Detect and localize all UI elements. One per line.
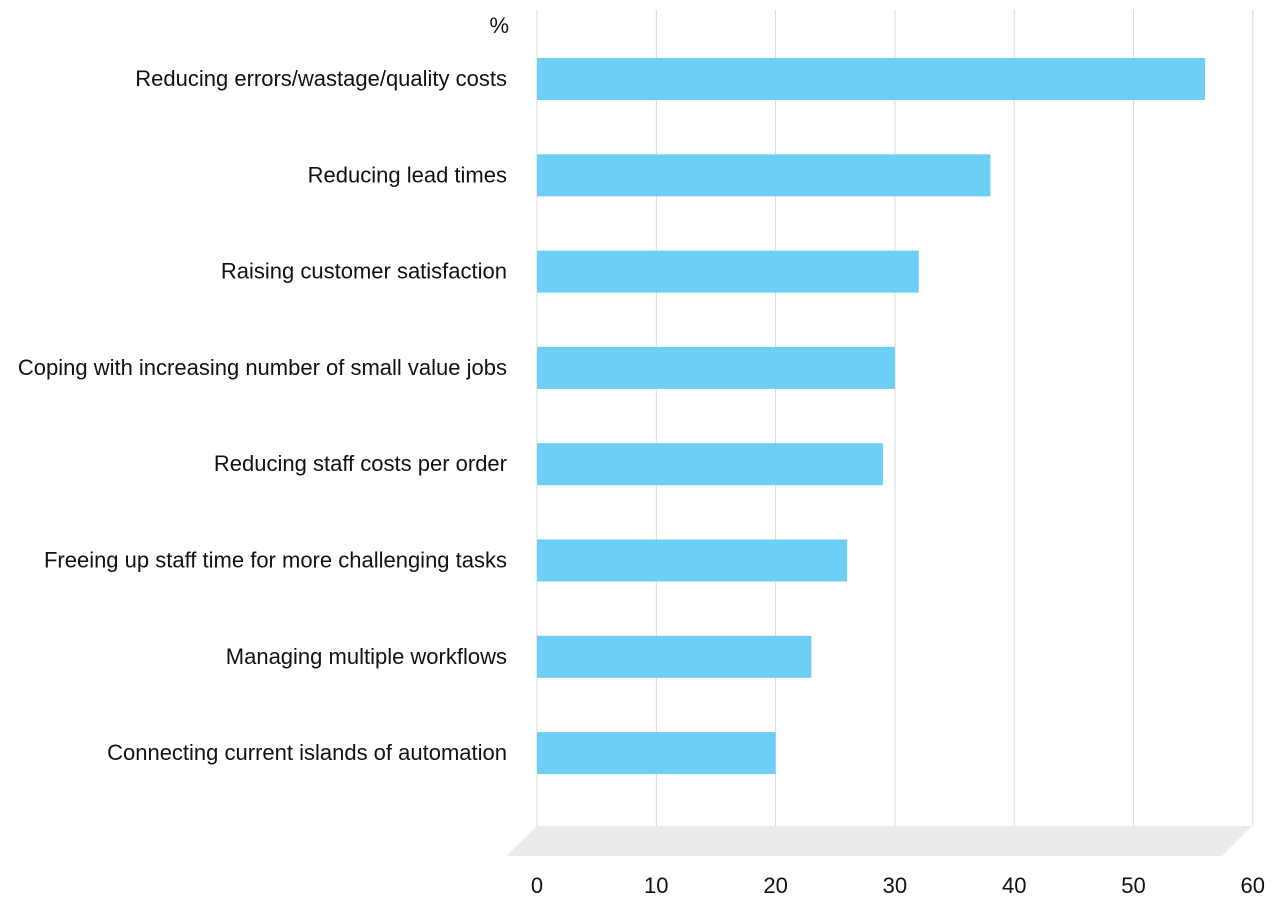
- x-tick-label: 20: [763, 873, 787, 898]
- x-tick-label: 50: [1121, 873, 1145, 898]
- bar: [537, 635, 812, 678]
- category-label: Reducing staff costs per order: [214, 451, 507, 476]
- bar: [537, 346, 895, 389]
- category-label: Coping with increasing number of small v…: [18, 355, 507, 380]
- bars: [537, 58, 1206, 775]
- bar: [537, 539, 848, 582]
- category-label: Reducing errors/wastage/quality costs: [135, 66, 507, 91]
- category-labels: Reducing errors/wastage/quality costs Red…: [18, 66, 507, 765]
- category-label: Freeing up staff time for more challengi…: [44, 548, 507, 573]
- x-tick-label: 10: [644, 873, 668, 898]
- bar: [537, 154, 991, 197]
- unit-label: %: [489, 13, 509, 38]
- category-label: Managing multiple workflows: [226, 644, 507, 669]
- bar: [537, 58, 1206, 100]
- x-tick-labels: 0 10 20 30 40 50 60: [531, 873, 1265, 898]
- bar: [537, 250, 919, 293]
- x-tick-label: 30: [883, 873, 907, 898]
- category-label: Raising customer satisfaction: [221, 259, 507, 284]
- category-label: Connecting current islands of automation: [107, 740, 507, 765]
- chart-floor: [506, 826, 1252, 856]
- x-tick-label: 40: [1002, 873, 1026, 898]
- x-tick-label: 0: [531, 873, 543, 898]
- bar: [537, 443, 883, 486]
- bar: [537, 732, 776, 775]
- gridlines: [536, 10, 1254, 826]
- category-label: Reducing lead times: [308, 162, 507, 187]
- x-tick-label: 60: [1241, 873, 1265, 898]
